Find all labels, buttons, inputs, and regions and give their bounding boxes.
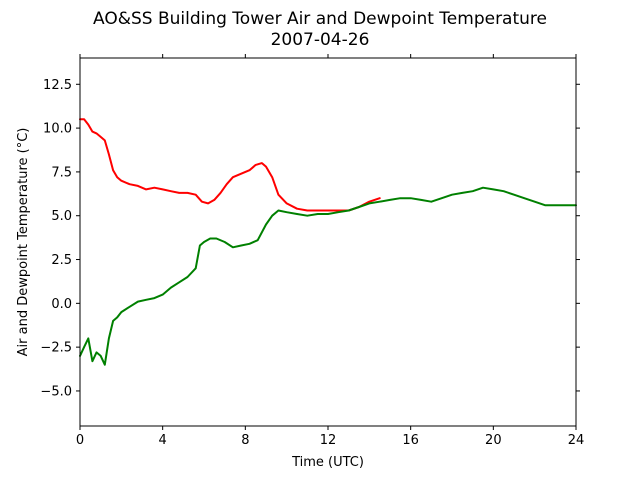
y-tick-label: 10.0 [43,122,72,137]
y-axis-label: Air and Dewpoint Temperature (°C) [16,128,31,357]
y-axis: −5.0 −2.5 0.0 2.5 5.0 7.5 10.0 12.5 [40,78,580,399]
x-tick-label: 0 [76,433,84,448]
y-tick-label: −5.0 [40,384,72,399]
y-tick-label: 2.5 [51,253,72,268]
x-tick-label: 16 [402,433,419,448]
y-tick-label: 12.5 [43,78,72,93]
series-layer [79,118,577,366]
y-tick-label: −2.5 [40,341,72,356]
x-tick-label: 8 [241,433,249,448]
x-tick-label: 20 [485,433,502,448]
y-tick-label: 0.0 [51,297,72,312]
y-tick-label: 7.5 [51,165,72,180]
chart-subtitle: 2007-04-26 [271,30,370,50]
series-line-1 [79,118,381,212]
series-line-2 [79,186,577,366]
x-tick-label: 12 [320,433,337,448]
y-tick-label: 5.0 [51,209,72,224]
chart-title: AO&SS Building Tower Air and Dewpoint Te… [93,9,547,29]
x-axis: 0 4 8 12 16 20 24 [76,54,584,448]
x-axis-label: Time (UTC) [291,455,364,470]
x-tick-label: 24 [568,433,585,448]
x-tick-label: 4 [159,433,167,448]
